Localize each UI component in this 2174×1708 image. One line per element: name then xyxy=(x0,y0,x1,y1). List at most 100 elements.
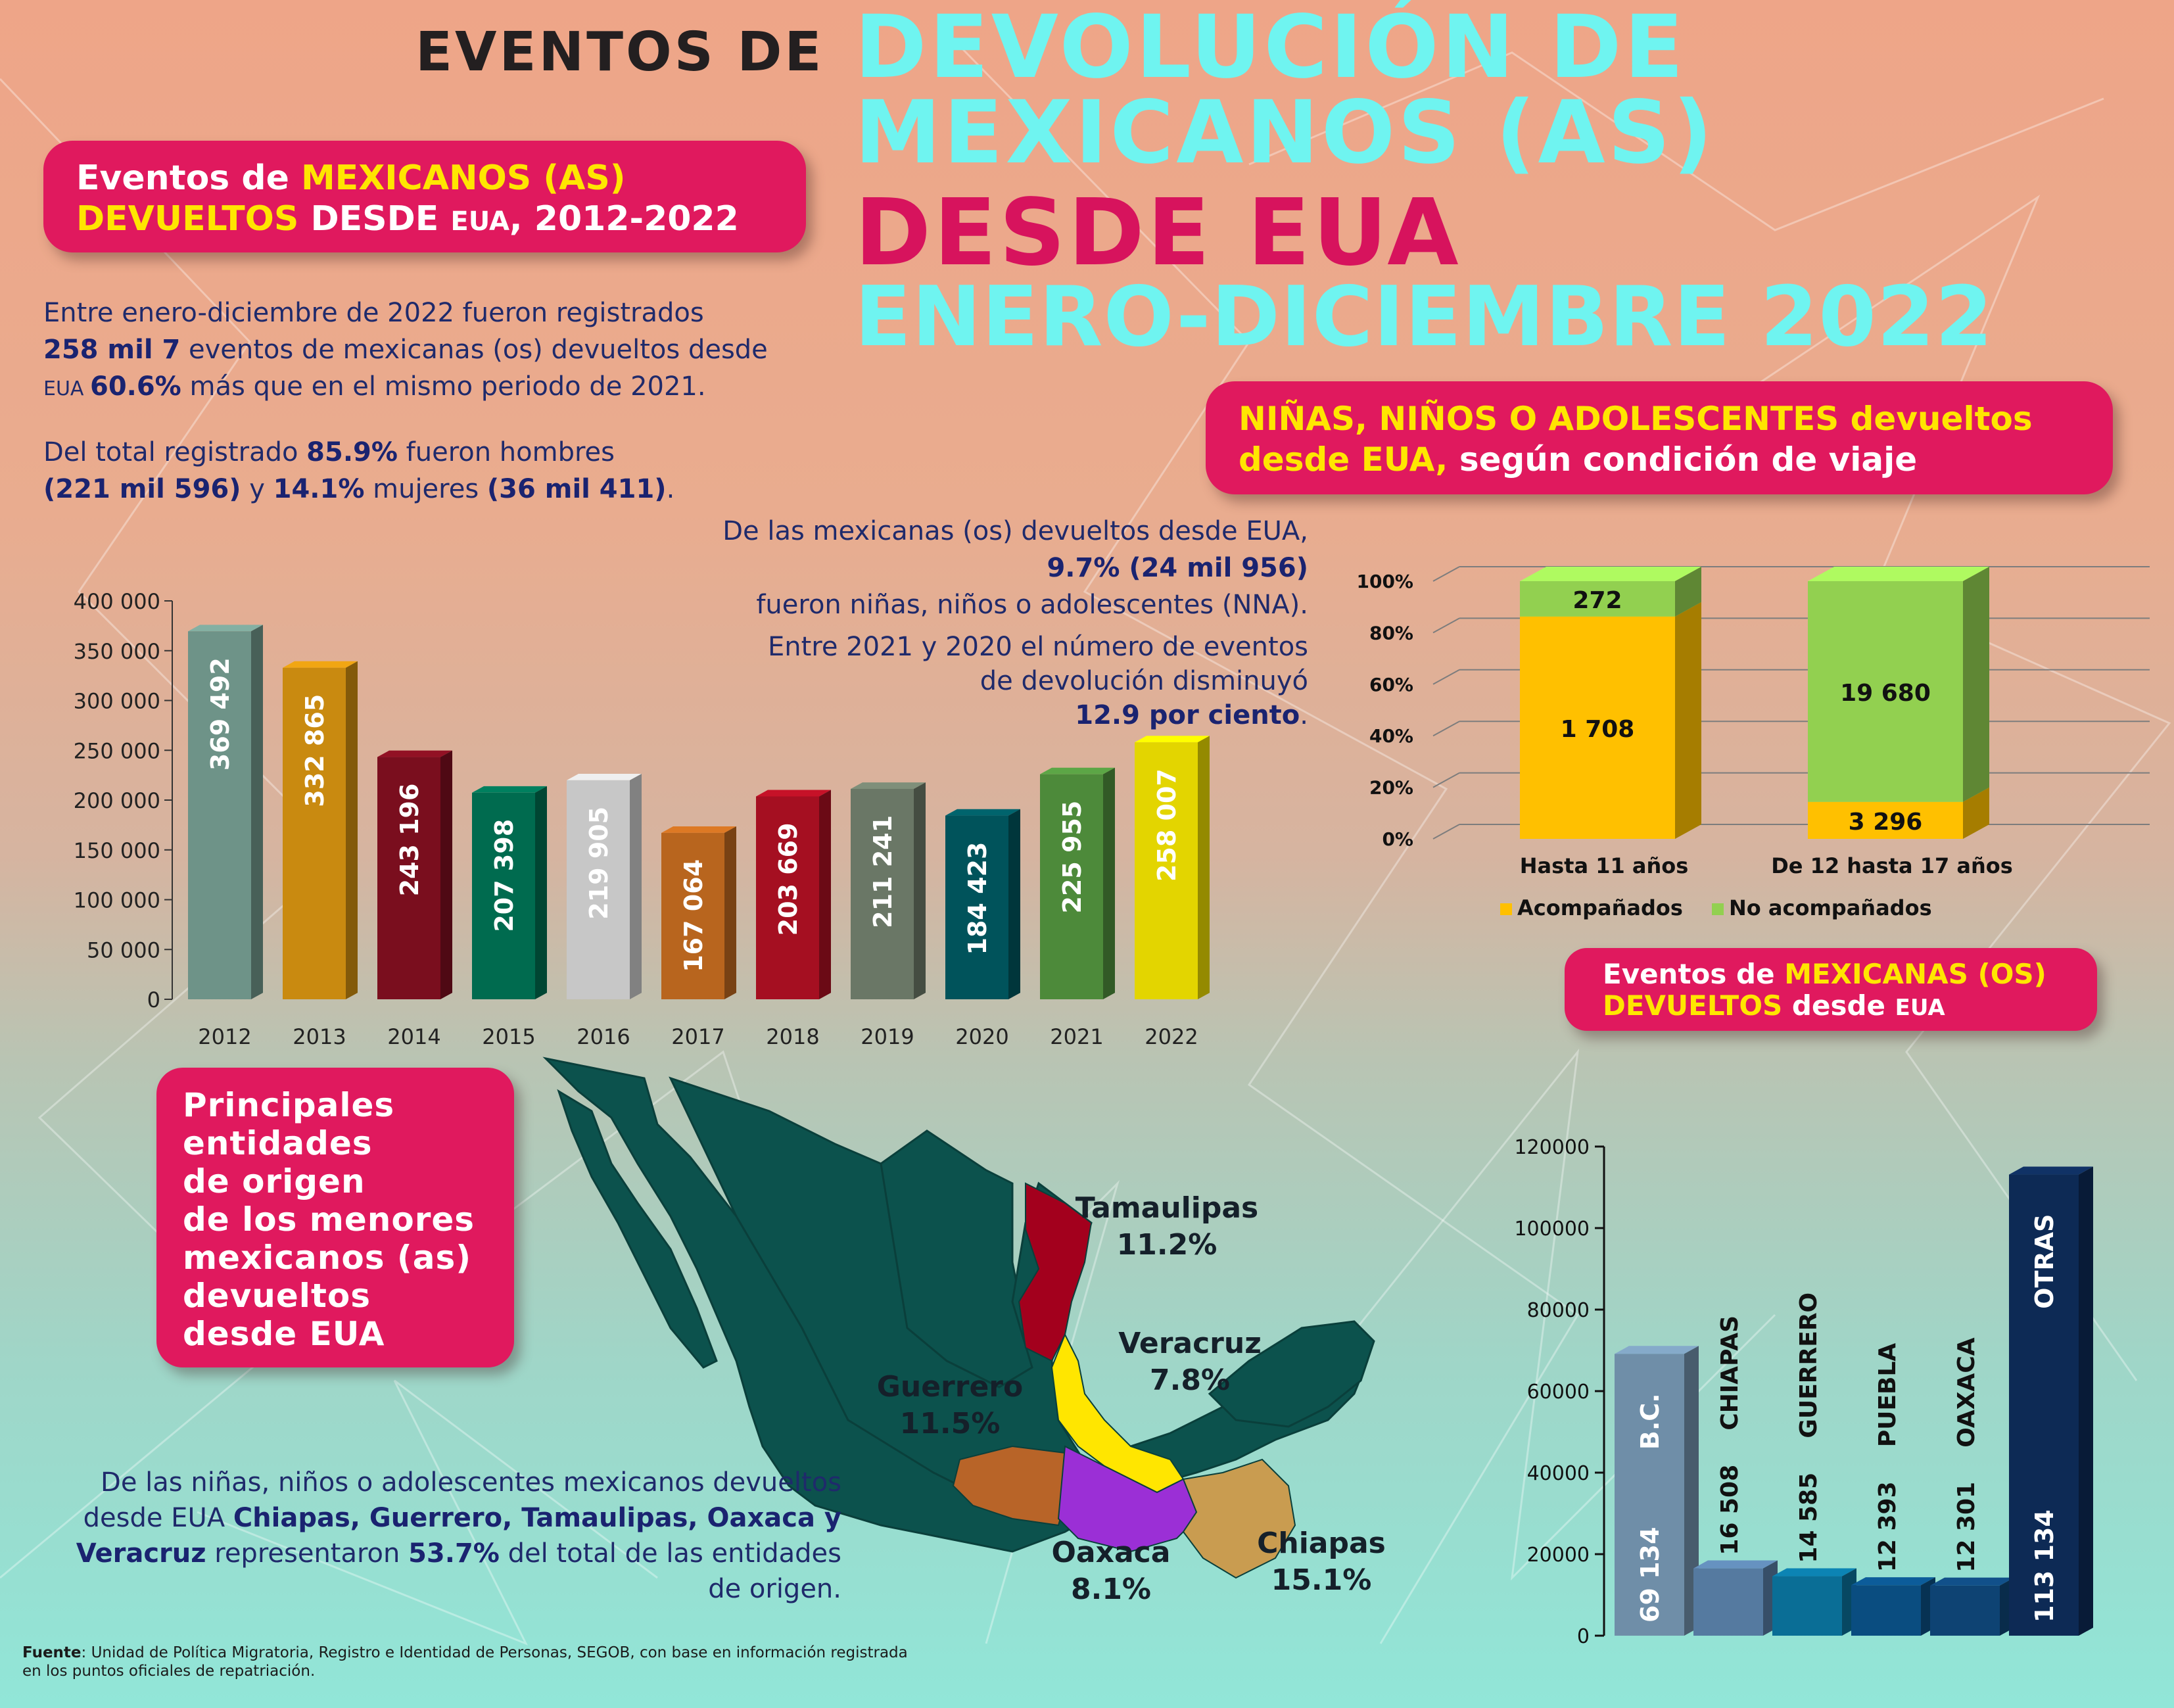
intro-p2e: y xyxy=(241,474,273,504)
bar-2019 xyxy=(851,782,926,999)
header-line2: MEXICANOS (AS) xyxy=(855,82,1716,183)
x-tick-label: 2020 xyxy=(955,1024,1008,1049)
bar-2022 xyxy=(1135,736,1210,999)
states-title-w1: Eventos de xyxy=(1603,958,1785,990)
bar-value-label: 258 007 xyxy=(1152,769,1181,882)
label-guerrero-name: Guerrero xyxy=(876,1370,1024,1404)
bar-2018-front xyxy=(756,796,819,999)
bar-2017-top xyxy=(661,826,736,833)
bar-2021-front xyxy=(1040,774,1103,999)
bar-2015-front xyxy=(472,792,535,999)
value-label: 12 393 xyxy=(1874,1481,1901,1572)
nna-title-box: NIÑAS, NIÑOS O ADOLESCENTES devueltos de… xyxy=(1206,381,2113,494)
bar-2013-front xyxy=(283,667,346,999)
y-tick-label: 100 000 xyxy=(74,888,160,913)
state-bar-4 xyxy=(1930,1577,2014,1636)
x-tick-label: 2012 xyxy=(198,1024,251,1049)
nna-l5: de devolución disminuyó xyxy=(980,666,1308,696)
x-tick-label: De 12 hasta 17 años xyxy=(1771,853,2013,878)
source-label: Fuente xyxy=(22,1644,82,1661)
y-tick-label: 100000 xyxy=(1514,1218,1590,1241)
label-guerrero-pct: 11.5% xyxy=(899,1407,1001,1440)
source-l1: : Unidad de Política Migratoria, Registr… xyxy=(81,1644,908,1661)
x-tick-label: 2019 xyxy=(861,1024,914,1049)
x-tick-label: 2014 xyxy=(387,1024,440,1049)
y-tick-label: 60% xyxy=(1369,674,1413,696)
state-bar-1 xyxy=(1693,1560,1778,1636)
bar-value-label: 207 398 xyxy=(490,819,519,932)
bar-2013 xyxy=(283,661,358,999)
bar-value-label: 219 905 xyxy=(584,807,613,920)
bar-2021 xyxy=(1040,767,1115,999)
bar-2015-top xyxy=(472,786,547,793)
state-bar-0-front xyxy=(1615,1354,1684,1636)
y-tick-label: 150 000 xyxy=(74,838,160,863)
y-tick-label: 20000 xyxy=(1527,1544,1590,1567)
intro-p2c: fueron hombres xyxy=(397,437,615,467)
chiapas-region xyxy=(1182,1458,1296,1579)
bar-2018-side xyxy=(819,790,831,999)
bar-value-label: 203 669 xyxy=(774,822,803,936)
bar-2016-front xyxy=(567,780,630,999)
annual-title-w3: DEVUELTOS xyxy=(76,199,299,239)
state-bar-3-front xyxy=(1851,1585,1921,1636)
nna-title-w1: NIÑAS, NIÑOS O ADOLESCENTES devueltos xyxy=(1239,400,2033,438)
y-tick-label: 60000 xyxy=(1527,1381,1590,1404)
label-oaxaca: Oaxaca 8.1% xyxy=(1026,1534,1196,1608)
origin-l6: devueltos xyxy=(183,1277,371,1315)
stack-0-0-side xyxy=(1675,602,1701,839)
annual-title-box: Eventos de MEXICANOS (AS) DEVUELTOS DESD… xyxy=(43,141,806,252)
bar-2013-top xyxy=(283,661,358,668)
origin-l7: desde EUA xyxy=(183,1315,385,1353)
annual-title-w2: MEXICANOS (AS) xyxy=(300,158,626,198)
header-line3: DESDE EUA xyxy=(855,179,1461,287)
label-tamaulipas-pct: 11.2% xyxy=(1116,1228,1217,1262)
state-bar-3-top xyxy=(1851,1577,1935,1586)
decrease-paragraph: Entre 2021 y 2020 el número de eventos d… xyxy=(592,630,1308,732)
category-label: PUEBLA xyxy=(1874,1343,1901,1448)
bar-value-label: 167 064 xyxy=(679,859,708,972)
header-line1: DEVOLUCIÓN DE xyxy=(855,0,1686,98)
state-bar-2-front xyxy=(1772,1576,1842,1636)
intro-p1b: 258 mil 7 xyxy=(43,335,181,365)
bar-2015-side xyxy=(535,786,547,999)
bar-2016-top xyxy=(567,773,642,780)
stack-1-0-front xyxy=(1520,581,1675,617)
label-oaxaca-name: Oaxaca xyxy=(1051,1536,1171,1569)
nna-title-w3: según condición de viaje xyxy=(1448,440,1918,479)
category-label: CHIAPAS xyxy=(1716,1316,1743,1431)
stack-1-0 xyxy=(1520,567,1701,617)
grid-diagonal xyxy=(1432,669,1460,685)
bar-2014-front xyxy=(377,757,440,999)
intro-p2a: Del total registrado xyxy=(43,437,307,467)
segment-label: 3 296 xyxy=(1849,809,1923,836)
state-bar-5-front xyxy=(2009,1174,2079,1636)
intro-p1a: Entre enero-diciembre de 2022 fueron reg… xyxy=(43,298,704,328)
stack-1-1-front xyxy=(1808,581,1963,802)
bar-value-label: 332 865 xyxy=(300,694,329,807)
x-tick-label: 2021 xyxy=(1050,1024,1103,1049)
bottom-l3d: del total de las entidades xyxy=(499,1538,841,1569)
x-tick-label: Hasta 11 años xyxy=(1520,853,1689,878)
bar-2019-side xyxy=(914,782,926,999)
bar-2022-front xyxy=(1135,742,1198,999)
bar-2017-front xyxy=(661,832,724,999)
bar-2012-front xyxy=(188,631,251,999)
intro-p1e: 60.6% xyxy=(89,371,181,402)
stack-0-1-front xyxy=(1808,801,1963,839)
bar-2020-side xyxy=(1008,809,1020,999)
intro-p2b: 85.9% xyxy=(306,437,398,467)
intro-p1d: EUA xyxy=(43,377,90,400)
legend-swatch xyxy=(1500,903,1512,915)
bar-2012 xyxy=(188,625,263,999)
bar-2021-side xyxy=(1103,767,1115,999)
bar-value-label: 243 196 xyxy=(395,784,424,897)
y-tick-label: 400 000 xyxy=(74,589,160,614)
label-tamaulipas: Tamaulipas 11.2% xyxy=(1045,1190,1288,1264)
x-tick-label: 2022 xyxy=(1145,1024,1198,1049)
state-bar-0-top xyxy=(1615,1346,1699,1354)
intro-p2f: 14.1% xyxy=(273,474,365,504)
label-chiapas-pct: 15.1% xyxy=(1271,1563,1372,1597)
stack-1-1-top xyxy=(1808,567,1989,581)
stack-0-0 xyxy=(1520,602,1701,839)
